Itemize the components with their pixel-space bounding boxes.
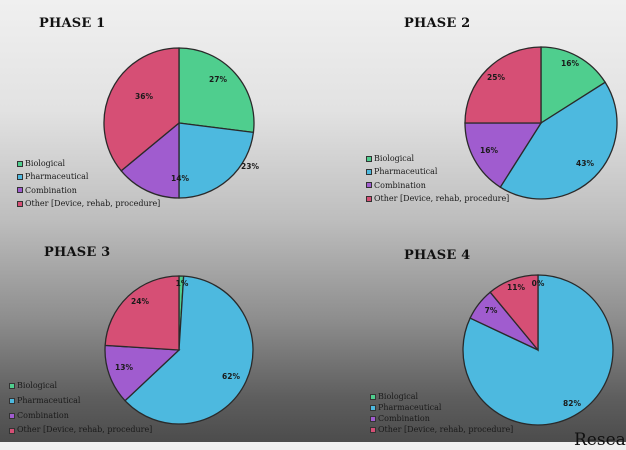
- legend-label: Pharmaceutical: [17, 395, 81, 405]
- slice-label-biological: 27%: [209, 75, 227, 84]
- legend-label: Combination: [17, 410, 69, 420]
- legend-swatch-biological: [9, 383, 15, 390]
- legend-swatch-other: [9, 427, 15, 434]
- legend-swatch-biological: [17, 160, 23, 167]
- legend-label: Biological: [378, 392, 419, 401]
- phase-3-title: PHASE 3: [44, 245, 111, 260]
- legend-item-pharmaceutical: Pharmaceutical: [370, 402, 513, 413]
- legend-swatch-combination: [366, 182, 372, 189]
- legend-label: Other [Device, rehab, procedure]: [17, 425, 153, 435]
- pie-slice-combination: [120, 121, 180, 199]
- phase-2-title: PHASE 2: [404, 16, 471, 31]
- pie-slice-biological: [540, 46, 607, 125]
- slice-label-biological: 16%: [561, 59, 579, 68]
- pie-slice-pharmaceutical: [499, 81, 618, 200]
- legend-swatch-biological: [366, 155, 372, 162]
- pie-slice-combination: [104, 344, 181, 402]
- legend-item-biological: Biological: [366, 152, 509, 165]
- slice-label-combination: 14%: [171, 174, 189, 183]
- legend-swatch-pharmaceutical: [370, 404, 376, 411]
- slice-label-pharmaceutical: 82%: [563, 399, 581, 408]
- pie-slice-other: [464, 46, 542, 124]
- slice-label-other: 36%: [135, 92, 153, 101]
- slice-label-other: 11%: [507, 283, 525, 292]
- legend-label: Biological: [17, 381, 58, 390]
- pie-slice-other: [489, 274, 539, 352]
- phase-2-legend: Biological Pharmaceutical Combination Other…: [366, 152, 509, 205]
- slice-label-pharmaceutical: 62%: [222, 372, 240, 381]
- pie-slice-other: [103, 47, 180, 172]
- legend-label: Other [Device, rehab, procedure]: [25, 198, 161, 208]
- legend-item-other: Other [Device, rehab, procedure]: [17, 197, 160, 210]
- slice-label-combination: 16%: [480, 146, 498, 155]
- legend-item-combination: Combination: [370, 413, 513, 424]
- legend-item-combination: Combination: [17, 184, 160, 197]
- pie-slice-combination: [464, 122, 543, 189]
- legend-label: Combination: [25, 185, 77, 195]
- legend-item-pharmaceutical: Pharmaceutical: [366, 165, 509, 178]
- legend-label: Pharmaceutical: [374, 167, 438, 177]
- legend-swatch-other: [17, 200, 23, 207]
- slice-label-combination: 13%: [115, 363, 133, 372]
- legend-label: Other [Device, rehab, procedure]: [374, 193, 510, 203]
- legend-item-other: Other [Device, rehab, procedure]: [366, 192, 509, 205]
- legend-item-other: Other [Device, rehab, procedure]: [370, 424, 513, 435]
- legend-label: Biological: [25, 159, 66, 168]
- legend-label: Pharmaceutical: [378, 403, 442, 412]
- pie-slice-other: [104, 275, 180, 351]
- slice-label-other: 24%: [131, 297, 149, 306]
- phase-1-legend: Biological Pharmaceutical Combination Other…: [17, 157, 160, 210]
- cutoff-footer-text: Resea: [574, 430, 626, 450]
- legend-item-pharmaceutical: Pharmaceutical: [9, 394, 152, 409]
- phase-4-title: PHASE 4: [404, 248, 471, 263]
- legend-swatch-other: [370, 426, 376, 433]
- phase-1-title: PHASE 1: [39, 16, 106, 31]
- phase-4-legend: Biological Pharmaceutical Combination Other…: [370, 391, 513, 435]
- pie-slice-biological: [178, 47, 255, 134]
- legend-swatch-pharmaceutical: [9, 398, 15, 405]
- legend-label: Combination: [374, 180, 426, 190]
- legend-item-biological: Biological: [370, 391, 513, 402]
- legend-swatch-combination: [370, 415, 376, 422]
- slice-label-biological: 1%: [176, 279, 189, 288]
- legend-item-biological: Biological: [17, 157, 160, 170]
- legend-item-combination: Combination: [366, 179, 509, 192]
- slice-label-combination: 7%: [485, 306, 498, 315]
- legend-swatch-biological: [370, 393, 376, 400]
- slice-label-biological: 0%: [532, 279, 545, 288]
- legend-item-combination: Combination: [9, 409, 152, 424]
- legend-swatch-other: [366, 195, 372, 202]
- legend-swatch-combination: [17, 187, 23, 194]
- legend-item-biological: Biological: [9, 379, 152, 394]
- slice-label-pharmaceutical: 43%: [576, 159, 594, 168]
- legend-label: Combination: [378, 414, 430, 423]
- pie-slice-pharmaceutical: [124, 275, 254, 425]
- phase-3-legend: Biological Pharmaceutical Combination Other…: [9, 379, 152, 438]
- slice-label-pharmaceutical: 23%: [241, 162, 259, 171]
- legend-swatch-combination: [9, 412, 15, 419]
- legend-item-pharmaceutical: Pharmaceutical: [17, 170, 160, 183]
- legend-label: Other [Device, rehab, procedure]: [378, 425, 514, 434]
- legend-item-other: Other [Device, rehab, procedure]: [9, 423, 152, 438]
- legend-swatch-pharmaceutical: [366, 168, 372, 175]
- legend-label: Pharmaceutical: [25, 172, 89, 182]
- slice-label-other: 25%: [487, 73, 505, 82]
- pie-slice-pharmaceutical: [178, 122, 255, 199]
- legend-swatch-pharmaceutical: [17, 173, 23, 180]
- legend-label: Biological: [374, 154, 415, 163]
